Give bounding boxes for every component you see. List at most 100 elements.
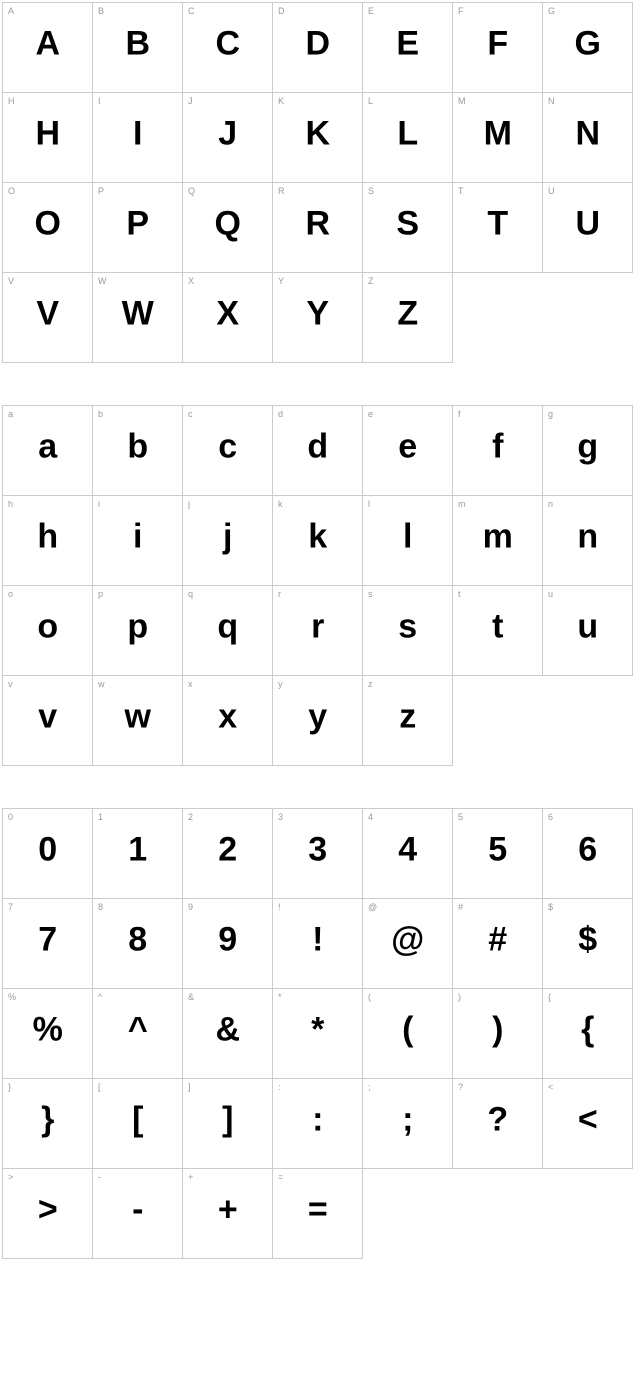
glyph: $ <box>578 920 596 959</box>
glyph: M <box>484 114 512 153</box>
glyph-row: OOPPQQRRSSTTUU <box>2 183 633 273</box>
glyph-cell: ii <box>93 496 183 586</box>
glyph-cell: yy <box>273 676 363 766</box>
key-label: K <box>278 96 284 106</box>
glyph: 0 <box>38 830 56 869</box>
key-label: - <box>98 1172 101 1182</box>
key-label: n <box>548 499 553 509</box>
glyph-cell: ee <box>363 406 453 496</box>
glyph: R <box>305 204 329 243</box>
glyph: Z <box>397 294 417 333</box>
glyph: o <box>37 607 57 646</box>
glyph: + <box>218 1190 237 1229</box>
glyph-cell: cc <box>183 406 273 496</box>
glyph: V <box>36 294 58 333</box>
glyph: 1 <box>128 830 146 869</box>
key-label: l <box>368 499 370 509</box>
glyph: U <box>575 204 599 243</box>
key-label: i <box>98 499 100 509</box>
glyph-cell: OO <box>3 183 93 273</box>
glyph-cell: II <box>93 93 183 183</box>
glyph: C <box>215 24 239 63</box>
key-label: j <box>188 499 190 509</box>
glyph-cell: {{ <box>543 989 633 1079</box>
glyph-cell: ll <box>363 496 453 586</box>
glyph-row: VVWWXXYYZZ <box>2 273 453 363</box>
glyph: g <box>577 427 597 466</box>
glyph-cell: dd <box>273 406 363 496</box>
key-label: a <box>8 409 13 419</box>
key-label: v <box>8 679 13 689</box>
glyph-cell: 11 <box>93 809 183 899</box>
glyph: s <box>398 607 416 646</box>
key-label: + <box>188 1172 193 1182</box>
glyph: j <box>223 517 232 556</box>
glyph-row: 778899!!@@##$$ <box>2 899 633 989</box>
key-label: Q <box>188 186 195 196</box>
key-label: > <box>8 1172 13 1182</box>
key-label: ? <box>458 1082 463 1092</box>
glyph: F <box>487 24 507 63</box>
glyph-cell: [[ <box>93 1079 183 1169</box>
glyph: n <box>577 517 597 556</box>
glyph-cell: -- <box>93 1169 183 1259</box>
glyph-cell: ff <box>453 406 543 496</box>
key-label: p <box>98 589 103 599</box>
key-label: ) <box>458 992 461 1002</box>
key-label: 1 <box>98 812 103 822</box>
glyph: ? <box>487 1100 507 1139</box>
key-label: G <box>548 6 555 16</box>
glyph-cell: (( <box>363 989 453 1079</box>
key-label: m <box>458 499 466 509</box>
glyph-cell: @@ <box>363 899 453 989</box>
glyph: P <box>126 204 148 243</box>
key-label: 3 <box>278 812 283 822</box>
glyph: i <box>133 517 142 556</box>
glyph-cell: SS <box>363 183 453 273</box>
glyph-cell: XX <box>183 273 273 363</box>
glyph: y <box>308 697 326 736</box>
glyph-cell: JJ <box>183 93 273 183</box>
key-label: $ <box>548 902 553 912</box>
key-label: A <box>8 6 14 16</box>
glyph-cell: PP <box>93 183 183 273</box>
key-label: R <box>278 186 285 196</box>
key-label: F <box>458 6 464 16</box>
glyph: } <box>41 1100 54 1139</box>
glyph-cell: bb <box>93 406 183 496</box>
glyph-row: vvwwxxyyzz <box>2 676 453 766</box>
key-label: O <box>8 186 15 196</box>
glyph-cell: 33 <box>273 809 363 899</box>
key-label: 7 <box>8 902 13 912</box>
glyph: & <box>215 1010 239 1049</box>
glyph: # <box>488 920 506 959</box>
key-label: 8 <box>98 902 103 912</box>
glyph-cell: ss <box>363 586 453 676</box>
glyph-cell: ww <box>93 676 183 766</box>
key-label: c <box>188 409 193 419</box>
glyph-cell: tt <box>453 586 543 676</box>
glyph-cell: xx <box>183 676 273 766</box>
glyph: E <box>396 24 418 63</box>
glyph-cell: BB <box>93 3 183 93</box>
glyph: 3 <box>308 830 326 869</box>
key-label: % <box>8 992 16 1002</box>
key-label: o <box>8 589 13 599</box>
glyph: f <box>492 427 503 466</box>
key-label: ; <box>368 1082 371 1092</box>
glyph: A <box>35 24 59 63</box>
glyph: : <box>312 1100 323 1139</box>
glyph-cell: }} <box>3 1079 93 1169</box>
key-label: t <box>458 589 461 599</box>
key-label: ] <box>188 1082 191 1092</box>
glyph-cell: jj <box>183 496 273 586</box>
character-map-root: AABBCCDDEEFFGGHHIIJJKKLLMMNNOOPPQQRRSSTT… <box>2 2 638 1259</box>
key-label: L <box>368 96 373 106</box>
glyph: X <box>216 294 238 333</box>
glyph: b <box>127 427 147 466</box>
glyph: L <box>397 114 417 153</box>
glyph-cell: kk <box>273 496 363 586</box>
glyph: = <box>308 1190 327 1229</box>
key-label: 6 <box>548 812 553 822</box>
glyph: J <box>218 114 236 153</box>
